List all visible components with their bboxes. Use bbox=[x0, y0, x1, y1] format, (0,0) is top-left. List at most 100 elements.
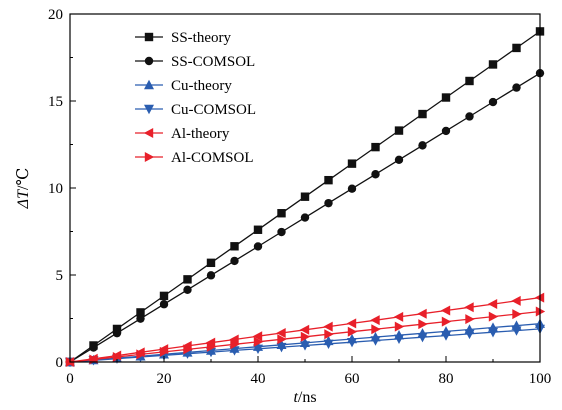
y-tick-label: 20 bbox=[48, 7, 63, 23]
data-point bbox=[252, 331, 263, 342]
data-point bbox=[159, 346, 170, 357]
data-point bbox=[206, 341, 217, 352]
y-axis-title: ΔT/℃ bbox=[15, 168, 32, 210]
legend-label: Cu-theory bbox=[171, 78, 232, 94]
data-point bbox=[441, 316, 452, 327]
legend-item: SS-theory bbox=[135, 30, 232, 46]
data-point bbox=[394, 334, 404, 345]
data-point bbox=[136, 314, 145, 323]
data-point bbox=[230, 256, 239, 266]
y-tick-label: 5 bbox=[56, 268, 64, 284]
legend-label: SS-COMSOL bbox=[171, 54, 255, 70]
data-point bbox=[276, 328, 286, 339]
legend-marker bbox=[144, 32, 154, 42]
data-point bbox=[253, 336, 264, 347]
y-axis-var: ΔT bbox=[15, 189, 32, 209]
data-point bbox=[441, 93, 451, 102]
data-point bbox=[253, 344, 263, 354]
data-point bbox=[324, 198, 333, 208]
series-layer bbox=[64, 27, 546, 368]
data-point bbox=[441, 126, 451, 136]
legend-item: Cu-theory bbox=[135, 78, 232, 94]
data-point bbox=[277, 227, 286, 237]
data-point bbox=[300, 331, 311, 342]
series-ss-comsol bbox=[65, 68, 545, 367]
data-point bbox=[300, 213, 310, 222]
data-point bbox=[276, 342, 287, 353]
data-point bbox=[488, 97, 498, 107]
legend-label: SS-theory bbox=[171, 30, 232, 46]
data-point bbox=[465, 76, 474, 86]
y-tick-label: 0 bbox=[56, 355, 64, 371]
x-tick-label: 40 bbox=[251, 371, 266, 387]
legend-marker bbox=[144, 152, 155, 162]
data-point bbox=[440, 305, 451, 316]
data-point bbox=[183, 285, 192, 294]
data-point bbox=[418, 141, 427, 150]
legend-item: Al-theory bbox=[135, 126, 230, 142]
data-point bbox=[299, 324, 310, 335]
data-point bbox=[488, 311, 499, 322]
legend-marker bbox=[144, 79, 154, 90]
data-point bbox=[488, 60, 498, 69]
data-point bbox=[418, 109, 427, 119]
data-point bbox=[512, 43, 521, 53]
legend-item: SS-COMSOL bbox=[135, 54, 255, 70]
legend-item: Al-COMSOL bbox=[135, 150, 254, 166]
data-point bbox=[347, 326, 358, 337]
legend-item: Cu-COMSOL bbox=[135, 102, 256, 118]
data-point bbox=[393, 311, 404, 322]
y-tick-label: 10 bbox=[48, 181, 63, 197]
data-point bbox=[112, 328, 122, 338]
data-point bbox=[371, 324, 381, 335]
x-axis-title: t/ns bbox=[293, 389, 316, 406]
legend-marker bbox=[144, 56, 154, 66]
data-point bbox=[206, 271, 216, 280]
data-point bbox=[206, 258, 216, 268]
data-point bbox=[394, 321, 405, 332]
data-point bbox=[229, 334, 239, 345]
y-tick-label: 15 bbox=[48, 94, 63, 110]
data-point bbox=[346, 318, 357, 329]
data-point bbox=[512, 309, 522, 320]
data-point bbox=[370, 315, 380, 326]
data-point bbox=[465, 112, 474, 121]
legend: SS-theory SS-COMSOL Cu-theory Cu-COMSOL Al-t… bbox=[135, 30, 256, 166]
data-point bbox=[488, 328, 498, 338]
data-point bbox=[465, 314, 475, 325]
data-point bbox=[347, 159, 357, 168]
legend-label: Al-COMSOL bbox=[171, 150, 254, 166]
data-point bbox=[511, 326, 522, 336]
data-point bbox=[464, 329, 475, 340]
data-point bbox=[230, 242, 239, 251]
data-point bbox=[300, 341, 310, 351]
legend-marker bbox=[144, 104, 154, 115]
data-point bbox=[159, 300, 169, 309]
data-point bbox=[347, 337, 357, 348]
series-al-comsol bbox=[65, 306, 546, 367]
data-point bbox=[370, 336, 381, 346]
data-point bbox=[277, 334, 287, 345]
data-point bbox=[324, 175, 333, 185]
data-point bbox=[417, 308, 427, 319]
data-point bbox=[418, 319, 428, 330]
data-point bbox=[511, 295, 521, 306]
series-ss-theory bbox=[65, 27, 545, 367]
data-point bbox=[464, 302, 474, 313]
x-tick-label: 100 bbox=[529, 371, 552, 387]
x-axis-unit: /ns bbox=[298, 389, 317, 406]
data-point bbox=[323, 321, 333, 332]
data-point bbox=[183, 275, 192, 284]
legend-label: Al-theory bbox=[171, 126, 230, 142]
data-point bbox=[159, 291, 169, 301]
data-point bbox=[394, 155, 404, 165]
ticks-layer: 0 20 40 60 80 100 0 5 10 15 20 bbox=[48, 7, 551, 387]
data-point bbox=[323, 339, 334, 350]
data-point bbox=[347, 184, 357, 193]
data-point bbox=[371, 142, 380, 152]
x-tick-label: 20 bbox=[157, 371, 172, 387]
data-point bbox=[136, 308, 145, 317]
data-point bbox=[183, 344, 193, 355]
data-point bbox=[253, 225, 263, 234]
x-tick-label: 80 bbox=[439, 371, 454, 387]
